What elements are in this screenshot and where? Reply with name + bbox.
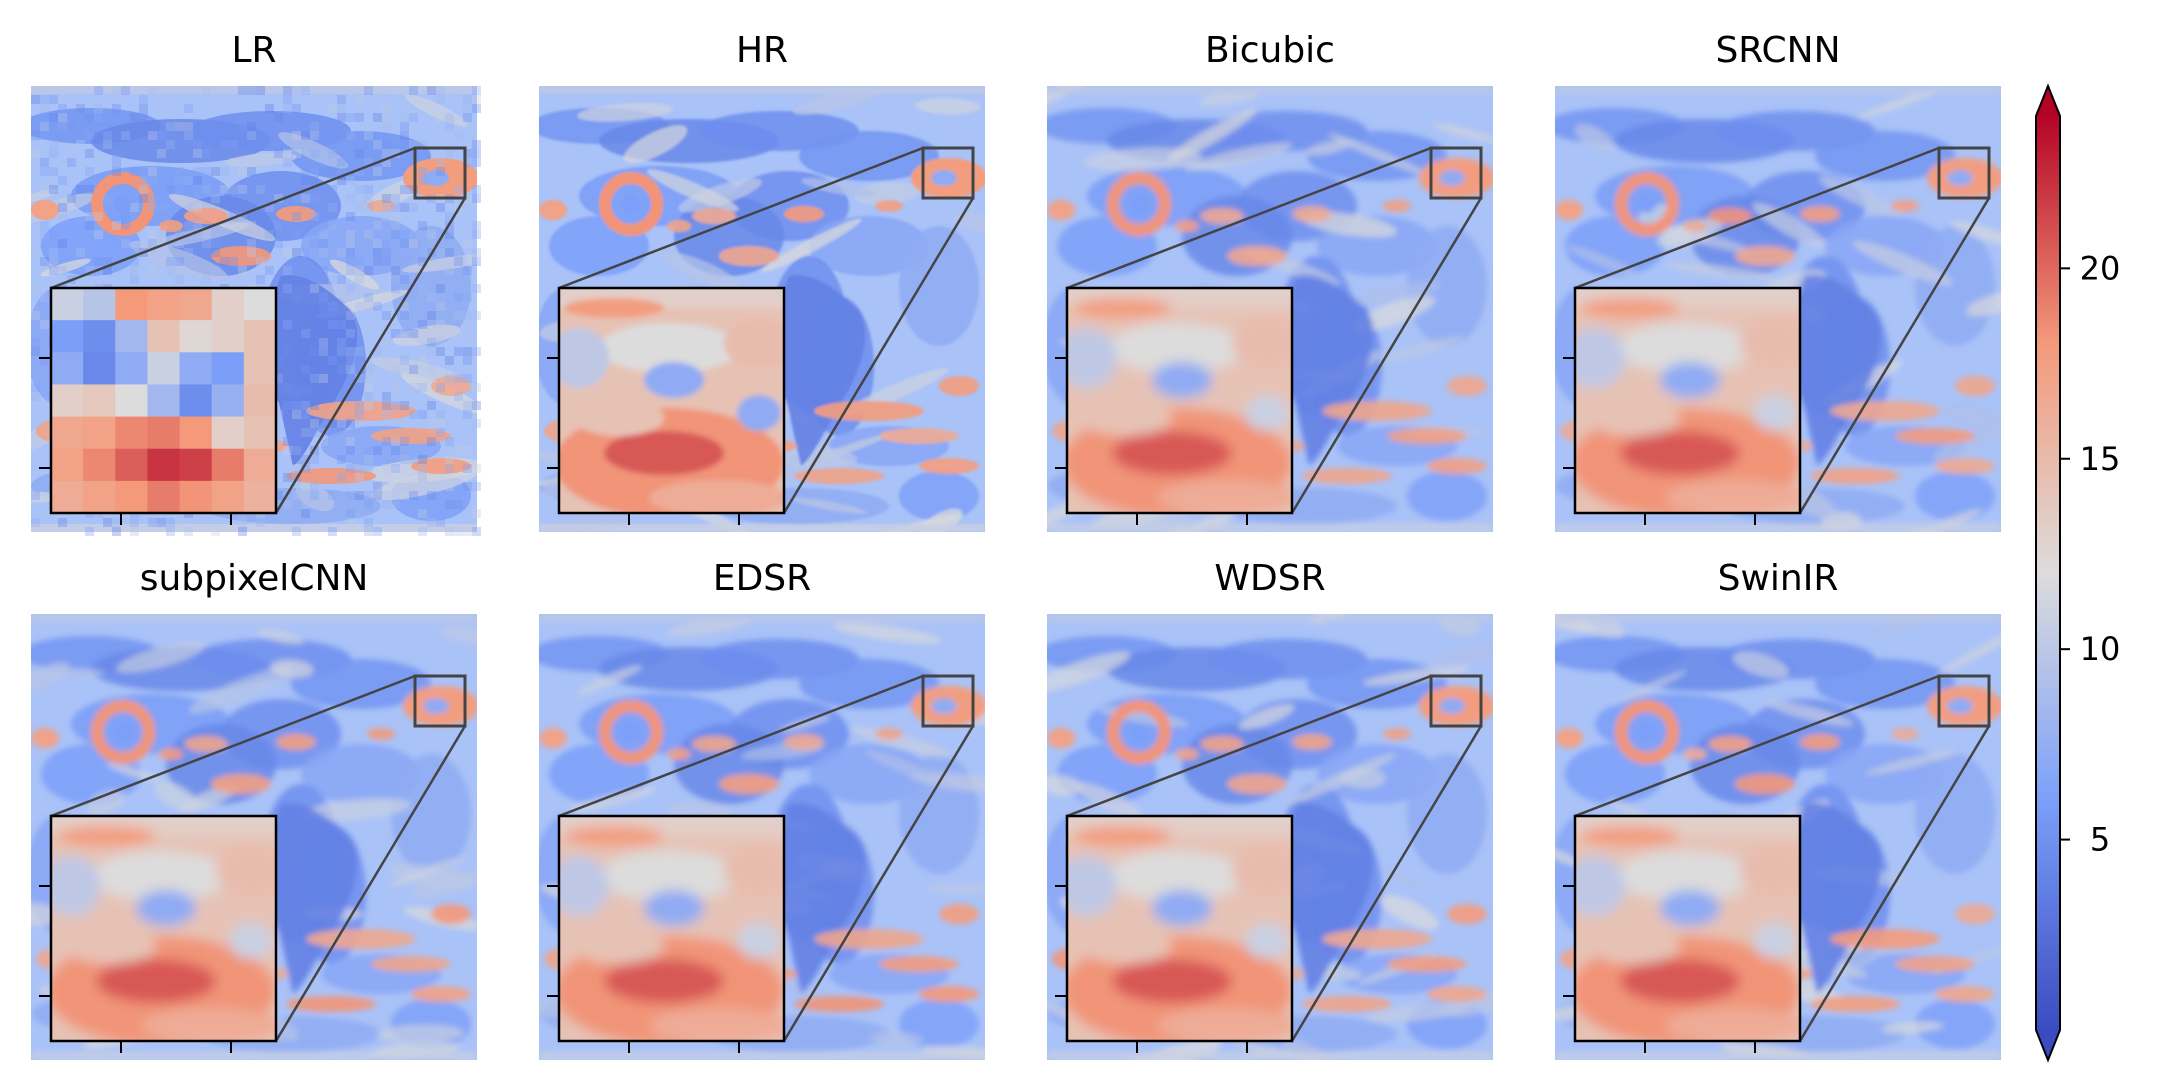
zoom-connector (1574, 674, 1940, 818)
zoom-connector (1574, 146, 1940, 290)
map-field (1047, 614, 1493, 1060)
zoom-connector (782, 725, 975, 1042)
map-panel: HR (539, 30, 985, 532)
zoom-connector (50, 146, 416, 290)
colorbar-gradient (2036, 116, 2060, 1030)
map-panel: SRCNN (1555, 30, 2001, 532)
zoom-region-box (921, 674, 975, 728)
map-image (1047, 86, 1493, 532)
panel-title: WDSR (1214, 558, 1325, 599)
zoom-connector (274, 725, 467, 1042)
map-image (31, 86, 481, 536)
colorbar-tick-label: 10 (2080, 630, 2121, 668)
colorbar-extend-min (2036, 1030, 2060, 1060)
map-image (1555, 614, 2001, 1060)
zoom-region-box (1429, 674, 1483, 728)
colorbar-outline (2035, 83, 2061, 1063)
map-image (31, 614, 477, 1060)
map-panel: WDSR (1047, 558, 1493, 1060)
zoom-region-box (413, 146, 467, 200)
panel-title: subpixelCNN (140, 558, 369, 599)
panel-title: HR (736, 30, 788, 71)
panel-title: EDSR (713, 558, 811, 599)
zoom-region-box (1937, 146, 1991, 200)
zoom-connector (1066, 674, 1432, 818)
zoom-inset (39, 286, 278, 525)
zoom-connector (1066, 146, 1432, 290)
zoom-region-box (1429, 146, 1483, 200)
zoom-inset (1563, 814, 1802, 1053)
zoom-connector (558, 674, 924, 818)
zoom-region-box (921, 146, 975, 200)
zoom-connector (1290, 197, 1483, 514)
zoom-inset (39, 814, 278, 1053)
colorbar-tick-label: 15 (2080, 440, 2121, 478)
zoom-inset (1055, 814, 1294, 1053)
zoom-region-box (413, 674, 467, 728)
map-image (539, 614, 985, 1060)
map-panel: EDSR (539, 558, 985, 1060)
zoom-connector (1798, 725, 1991, 1042)
panel-title: SRCNN (1715, 30, 1840, 71)
colorbar-extend-max (2036, 86, 2060, 116)
map-image (1555, 86, 2001, 532)
zoom-connector (558, 146, 924, 290)
zoom-connector (274, 197, 467, 514)
map-panel: subpixelCNN (31, 558, 477, 1060)
map-image (539, 86, 985, 532)
zoom-connector (1798, 197, 1991, 514)
zoom-connector (50, 674, 416, 818)
colorbar-tick-label: 5 (2090, 821, 2110, 859)
map-panel: Bicubic (1047, 30, 1493, 532)
zoom-inset (547, 286, 786, 525)
zoom-inset (1055, 286, 1294, 525)
panel-title: Bicubic (1205, 30, 1335, 71)
panels-group: LR HR Bicubic SRCNN subpixelCNN EDSR WDSR SwinI… (31, 30, 2001, 1060)
zoom-region-box (1937, 674, 1991, 728)
zoom-inset (547, 814, 786, 1053)
zoom-inset (1563, 286, 1802, 525)
panel-title: LR (231, 30, 276, 71)
zoom-connector (1290, 725, 1483, 1042)
map-panel: LR (31, 30, 481, 536)
colorbar: 5 10 15 20 (2035, 83, 2121, 1063)
panel-title: SwinIR (1718, 558, 1839, 599)
map-panel: SwinIR (1555, 558, 2001, 1060)
zoom-connector (782, 197, 975, 514)
colorbar-tick-label: 20 (2080, 249, 2121, 287)
map-image (1047, 614, 1493, 1060)
